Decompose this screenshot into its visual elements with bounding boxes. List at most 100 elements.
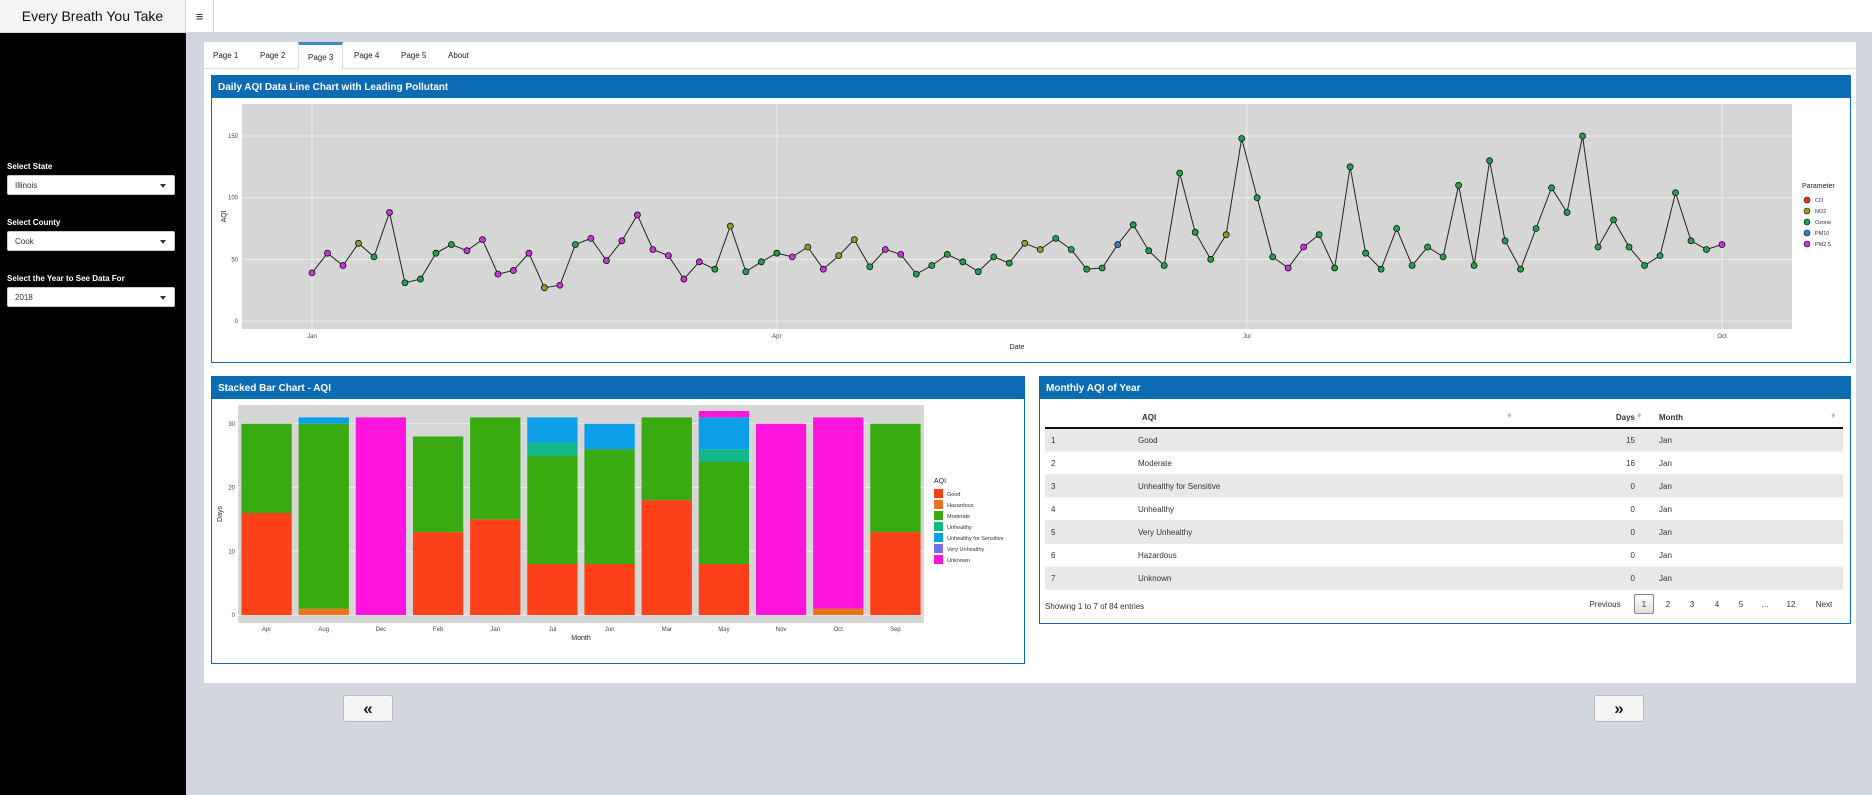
- cell-days: 0: [1630, 551, 1635, 560]
- pager-page-2[interactable]: 2: [1665, 599, 1671, 609]
- data-point: [1486, 157, 1493, 165]
- data-point: [974, 268, 982, 276]
- y-tick-label: 10: [228, 549, 235, 555]
- data-point: [633, 211, 641, 219]
- cell-index: 7: [1051, 574, 1056, 583]
- data-point: [757, 258, 765, 266]
- year-select[interactable]: 2018: [7, 287, 175, 307]
- data-point: [1610, 216, 1617, 224]
- data-point: [1393, 225, 1401, 232]
- main-content: Page 1 Page 2 Page 3 Page 4 Page 5 About…: [204, 42, 1856, 683]
- data-point: [695, 258, 703, 266]
- legend-key: [1803, 218, 1811, 226]
- sort-icon[interactable]: ♦: [1507, 410, 1512, 420]
- tab-page-2[interactable]: Page 2: [260, 51, 286, 60]
- legend-label: NO2: [1815, 209, 1826, 215]
- cell-month: Jan: [1659, 482, 1672, 491]
- sidebar-toggle-icon[interactable]: ≡: [186, 0, 214, 33]
- sort-icon[interactable]: ♦: [1831, 410, 1836, 420]
- cell-days: 0: [1630, 482, 1635, 491]
- pager-page-12[interactable]: 12: [1786, 599, 1796, 609]
- pager-previous[interactable]: Previous: [1589, 599, 1621, 609]
- data-point: [1145, 247, 1153, 255]
- pager-page-4[interactable]: 4: [1714, 599, 1720, 609]
- cell-month: Jan: [1659, 505, 1672, 514]
- pager-page-5[interactable]: 5: [1738, 599, 1744, 609]
- pager-next[interactable]: Next: [1815, 599, 1833, 609]
- tab-page-1[interactable]: Page 1: [213, 51, 239, 60]
- state-select[interactable]: Illinois: [7, 175, 175, 195]
- top-navbar: [186, 0, 1872, 33]
- monthly-aqi-box-title: Monthly AQI of Year: [1040, 377, 1850, 399]
- plot-panel: [238, 405, 924, 623]
- state-select-value: Illinois: [15, 180, 38, 190]
- col-month[interactable]: Month: [1659, 413, 1683, 422]
- pager-ellipsis: …: [1761, 599, 1769, 609]
- x-tick-label: Feb: [433, 627, 444, 633]
- data-point: [1362, 249, 1370, 257]
- col-days[interactable]: Days: [1615, 413, 1635, 422]
- county-select[interactable]: Cook: [7, 231, 175, 251]
- data-point: [525, 249, 533, 257]
- data-point: [726, 222, 734, 230]
- tab-page-3[interactable]: Page 3: [298, 42, 344, 70]
- data-point: [1083, 265, 1091, 273]
- pager-page-3[interactable]: 3: [1689, 599, 1695, 609]
- sort-icon[interactable]: ♦: [1637, 410, 1642, 420]
- data-point: [788, 253, 796, 261]
- data-point: [943, 250, 951, 258]
- tab-page-5[interactable]: Page 5: [401, 51, 427, 60]
- data-point: [1036, 246, 1044, 253]
- data-point: [1021, 239, 1029, 247]
- table-row: 6 Hazardous 0 Jan: [1045, 544, 1843, 567]
- cell-index: 3: [1051, 482, 1056, 491]
- legend-key: [934, 522, 943, 531]
- data-point: [912, 270, 920, 278]
- data-point: [742, 268, 750, 276]
- tab-page-4[interactable]: Page 4: [354, 51, 380, 60]
- data-point: [1517, 265, 1524, 273]
- data-point: [804, 243, 812, 251]
- data-point: [417, 275, 424, 283]
- data-point: [1207, 255, 1215, 263]
- data-point: [339, 262, 347, 269]
- bar-segment: [641, 500, 692, 615]
- data-point: [541, 284, 548, 292]
- bar-segment: [298, 608, 349, 615]
- data-point: [1594, 243, 1602, 251]
- data-point: [572, 241, 579, 248]
- x-tick-label: Jan: [307, 334, 317, 340]
- x-tick-label: Jun: [605, 627, 615, 633]
- x-tick-label: Jul: [549, 627, 557, 633]
- col-aqi[interactable]: AQI: [1142, 413, 1157, 422]
- pager-page-1[interactable]: 1: [1634, 594, 1654, 614]
- bar-segment: [755, 423, 807, 615]
- y-tick-label: 100: [228, 196, 239, 202]
- x-tick-label: Oct: [834, 627, 844, 633]
- next-page-button[interactable]: »: [1594, 695, 1644, 722]
- data-point: [1656, 252, 1664, 260]
- data-point: [1300, 243, 1308, 251]
- bar-segment: [641, 417, 692, 501]
- data-point: [649, 246, 657, 253]
- x-tick-label: Jul: [1243, 334, 1251, 340]
- x-tick-label: Sep: [890, 627, 901, 633]
- previous-page-button[interactable]: «: [343, 695, 393, 722]
- tab-about[interactable]: About: [448, 51, 469, 60]
- data-point: [881, 246, 889, 253]
- cell-aqi: Hazardous: [1138, 551, 1177, 560]
- cell-aqi: Unknown: [1138, 574, 1172, 583]
- legend-key: [934, 500, 943, 509]
- line-chart-box-title: Daily AQI Data Line Chart with Leading P…: [212, 76, 1850, 98]
- cell-aqi: Very Unhealthy: [1138, 528, 1193, 537]
- legend-title: AQI: [934, 478, 946, 485]
- bar-segment: [241, 423, 292, 513]
- y-tick-label: 30: [228, 422, 235, 428]
- data-point: [1579, 132, 1586, 140]
- table-row: 3 Unhealthy for Sensitive 0 Jan: [1045, 475, 1843, 498]
- cell-index: 4: [1051, 505, 1056, 514]
- data-point: [386, 209, 393, 216]
- data-point: [1253, 194, 1261, 202]
- aqi-table: AQI ♦ Days ♦ Month ♦ 1 Good 15 Jan 2 Mod…: [1045, 405, 1843, 590]
- x-axis-title: Date: [1010, 344, 1025, 351]
